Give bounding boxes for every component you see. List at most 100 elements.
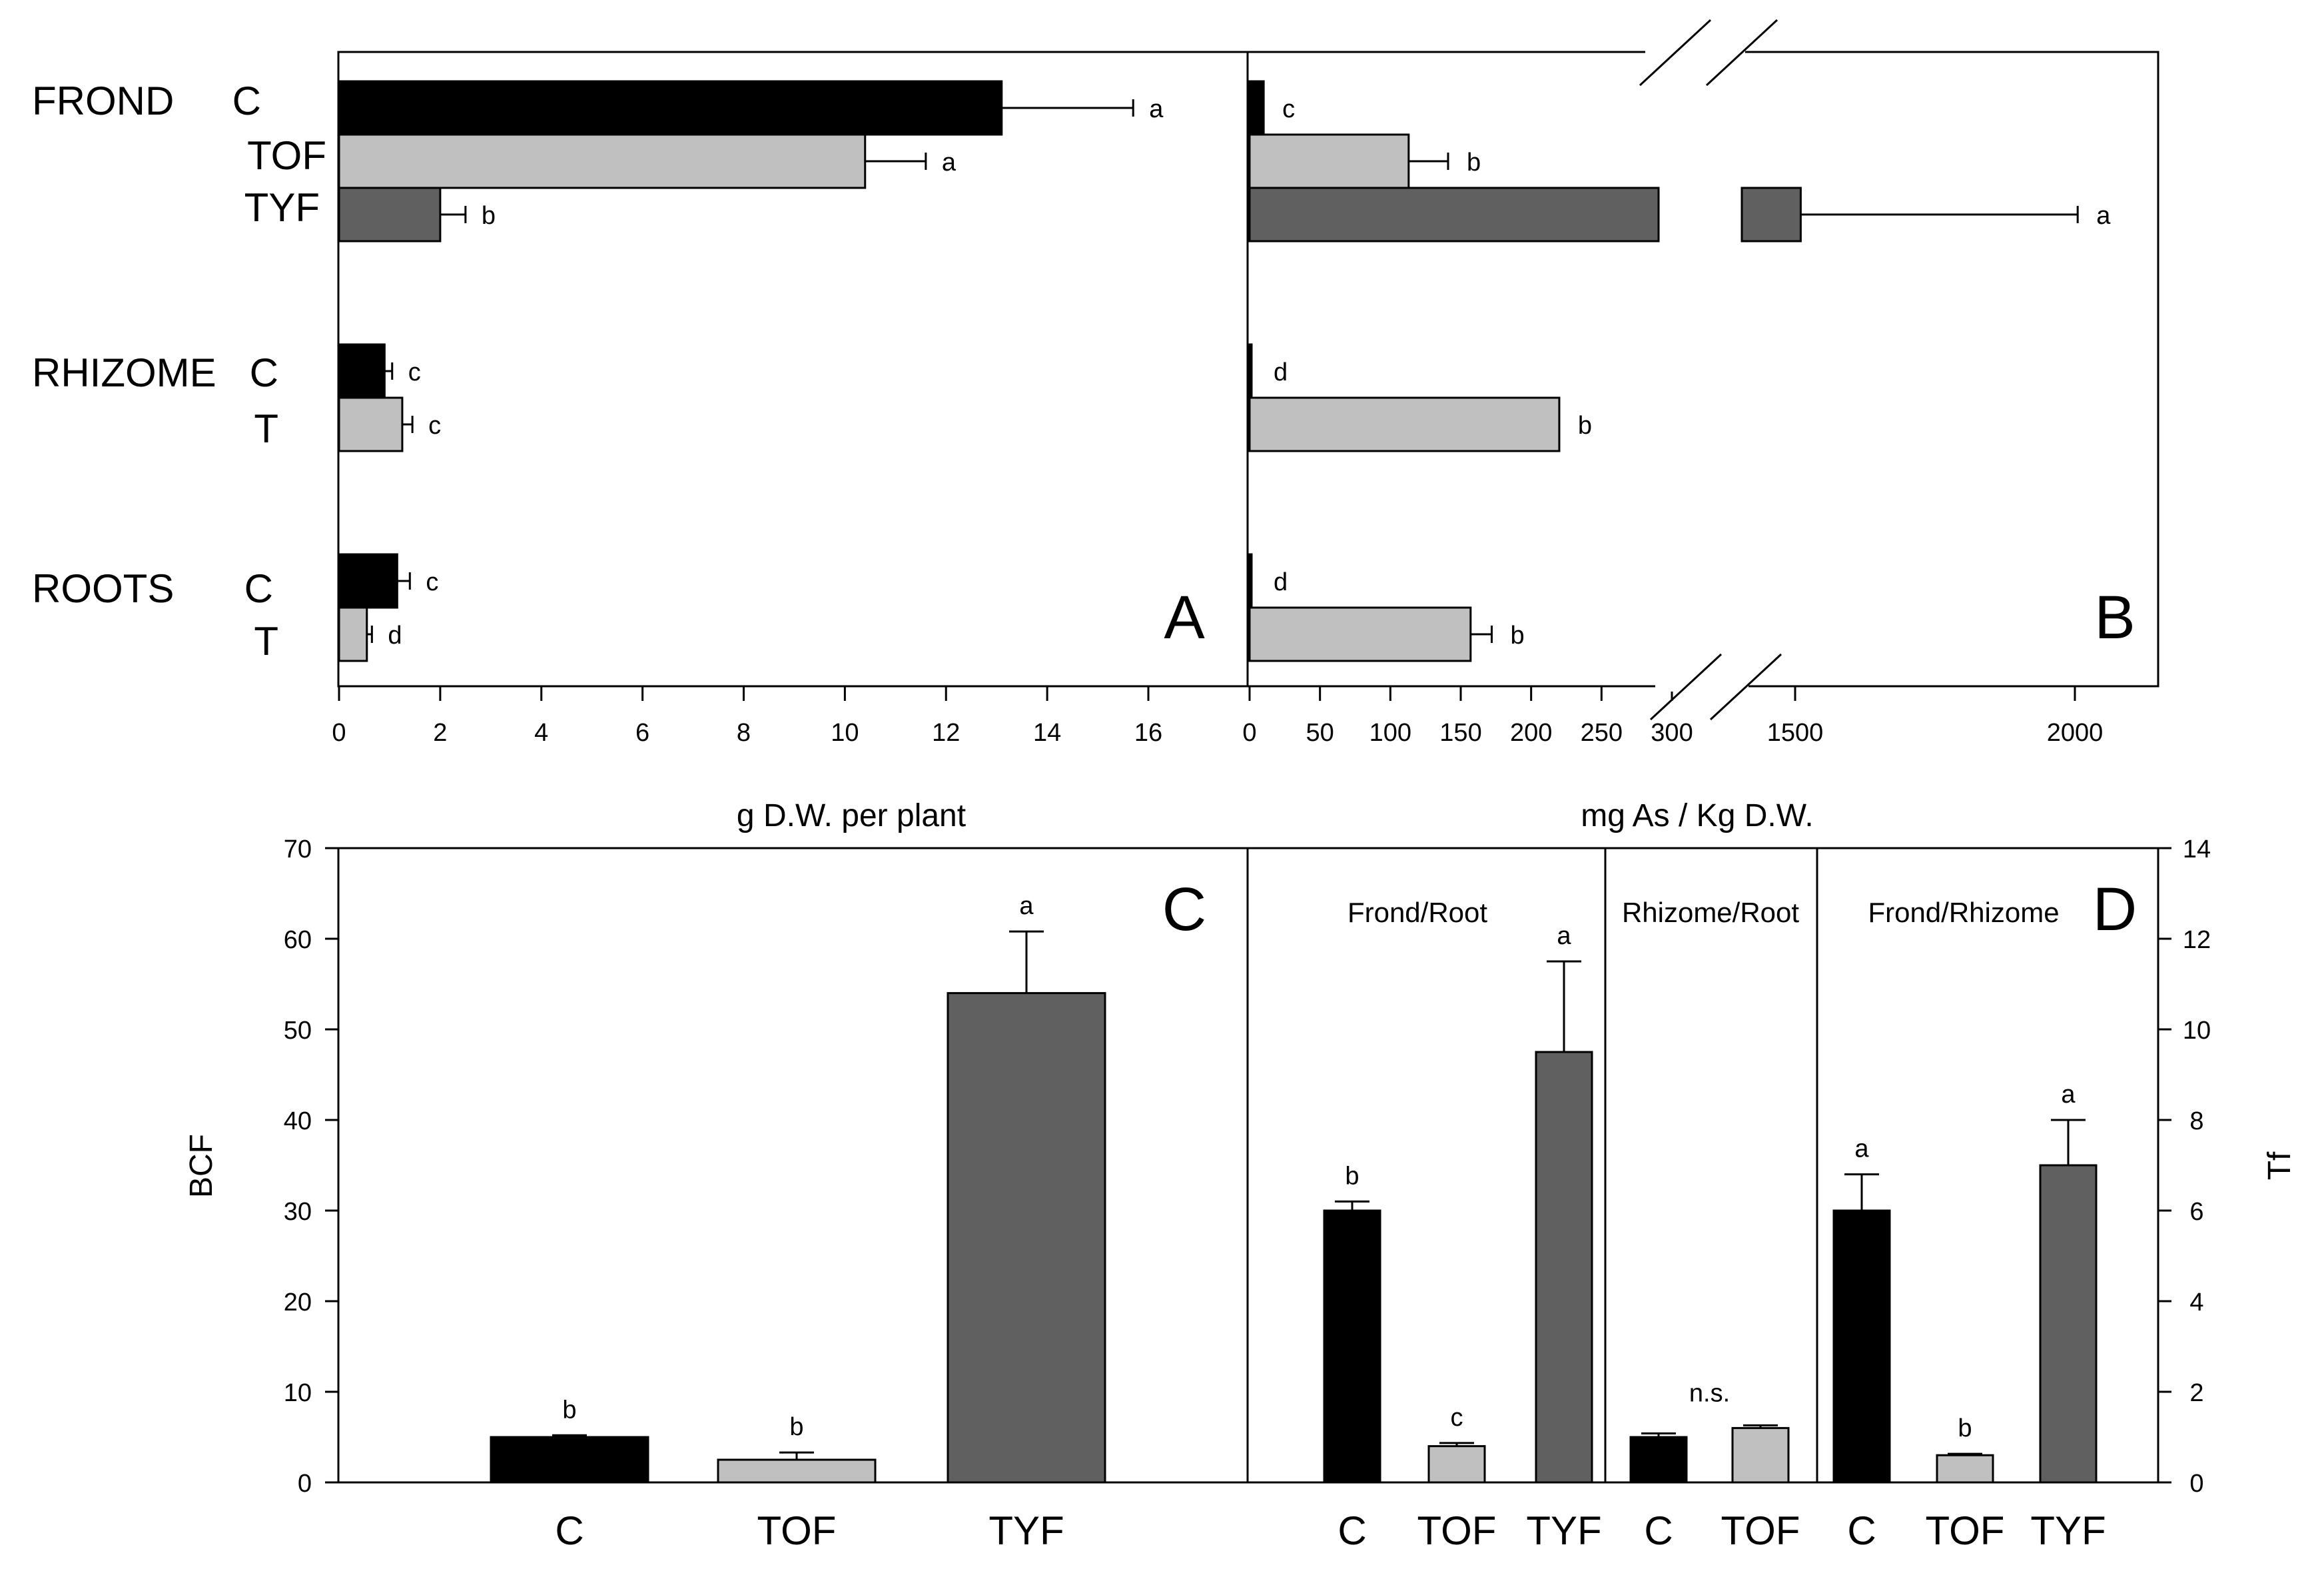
row-treatment-label: C	[232, 79, 261, 123]
panel-d-error-bar	[1641, 1432, 1676, 1437]
panel-d-y-tick-label: 0	[2189, 1470, 2203, 1498]
panel-a-error-bar	[402, 416, 414, 433]
panel-b-x-tick-label: 100	[1369, 719, 1411, 747]
panel-d-bar	[1629, 1436, 1688, 1484]
panel-d-group-label: Frond/Root	[1348, 897, 1487, 928]
panel-d-y-tick-label: 14	[2183, 835, 2211, 863]
row-group-label: RHIZOME	[32, 350, 216, 395]
panel-c-y-tick-label: 10	[284, 1379, 312, 1407]
panel-a-sig-label: a	[942, 149, 957, 177]
panel-a-x-tick-label: 12	[932, 719, 960, 747]
panel-b-sig-label: a	[2096, 202, 2111, 230]
panel-b-x-tick-label: 250	[1581, 719, 1623, 747]
panel-c-y-tick-label: 70	[284, 835, 312, 863]
panel-b-x-tick-label: 2000	[2047, 719, 2104, 747]
panel-a-error-bar	[384, 362, 394, 380]
panel-d-sig-label: b	[1958, 1414, 1972, 1442]
panel-a-x-tick-label: 4	[534, 719, 548, 747]
panel-a-x-tick-label: 8	[737, 719, 751, 747]
panel-a-bar	[338, 133, 867, 189]
panel-a-x-tick-label: 16	[1134, 719, 1162, 747]
panel-d-error-bar	[1439, 1442, 1474, 1446]
panel-b-sig-label: b	[1578, 412, 1592, 440]
panel-c-sig-label: b	[562, 1396, 576, 1424]
panel-b-break-mark	[1705, 19, 1778, 87]
panel-c-error-bar	[1009, 930, 1044, 993]
panel-c-bar	[490, 1436, 649, 1484]
panel-b-error-bar	[1408, 153, 1449, 170]
panel-c-letter: C	[1162, 875, 1206, 943]
panel-b-x-tick-label: 50	[1306, 719, 1334, 747]
panel-d-letter: D	[2093, 875, 2137, 943]
panel-b-bar	[1248, 396, 1561, 452]
panel-b-sig-label: b	[1510, 622, 1524, 650]
panel-c-category-label: TYF	[988, 1508, 1064, 1553]
marks-layer	[338, 80, 2098, 1484]
panel-d-bar	[2039, 1164, 2098, 1484]
panel-d-category-label: C	[1644, 1508, 1673, 1553]
panel-b-x-title: mg As / Kg D.W.	[1581, 798, 1813, 833]
row-treatment-label: TYF	[244, 185, 320, 230]
panel-a-error-bar	[366, 626, 373, 643]
panel-a-bar	[338, 553, 398, 609]
panel-b-x-tick-label: 0	[1242, 719, 1256, 747]
panel-a-bar	[338, 396, 404, 452]
axes-layer	[325, 19, 2171, 1484]
panel-c-y-tick-label: 60	[284, 926, 312, 954]
panel-c-y-tick-label: 0	[298, 1470, 312, 1498]
panel-c-frame	[337, 847, 1249, 1484]
panel-a-sig-label: d	[388, 622, 402, 650]
panel-d-group-sig-label: n.s.	[1689, 1379, 1730, 1407]
panel-b-bar	[1248, 80, 1265, 136]
panel-a-x-tick-label: 6	[635, 719, 649, 747]
panel-b-break-mark	[1709, 653, 1782, 721]
panel-d-bar	[1731, 1426, 1790, 1484]
panel-c-error-bar	[552, 1434, 587, 1437]
panel-a-x-tick-label: 10	[831, 719, 859, 747]
panel-a-error-bar	[865, 153, 927, 170]
panel-d-frame	[1246, 847, 2159, 1484]
panel-d-sig-label: a	[1854, 1135, 1869, 1163]
panel-b-bar	[1248, 133, 1410, 189]
panel-a-sig-label: b	[482, 202, 496, 230]
panel-d-y-tick-label: 12	[2183, 926, 2211, 954]
panel-a-bar	[338, 187, 442, 243]
panel-b-bottom-break-gap	[1655, 681, 1748, 692]
panel-d-bar	[1323, 1209, 1381, 1484]
row-treatment-label: C	[250, 350, 278, 395]
panel-b-bar	[1248, 187, 1660, 243]
panel-b-x-tick-label: 150	[1439, 719, 1481, 747]
panel-c-error-bar	[779, 1451, 814, 1460]
panel-d-category-label: TOF	[1926, 1508, 2005, 1553]
panel-d-y-tick-label: 10	[2183, 1017, 2211, 1045]
panel-a-error-bar	[1001, 99, 1134, 117]
panel-b-sig-label: b	[1467, 149, 1481, 177]
panel-b-top-break-gap	[1645, 47, 1745, 57]
panel-d-group-label: Frond/Rhizome	[1868, 897, 2059, 928]
panel-c-y-title: BCF	[184, 1134, 219, 1198]
panel-d-error-bar	[1335, 1200, 1369, 1211]
panel-c-y-tick-label: 50	[284, 1017, 312, 1045]
panel-c-y-tick-label: 40	[284, 1107, 312, 1135]
row-treatment-label: TOF	[247, 133, 326, 178]
panel-c-y-tick-label: 20	[284, 1289, 312, 1316]
panel-a-sig-label: c	[408, 358, 421, 386]
panel-d-sig-label: b	[1345, 1162, 1359, 1190]
panel-c-sig-label: a	[1019, 892, 1034, 920]
panel-d-category-label: C	[1847, 1508, 1876, 1553]
row-group-label: FROND	[32, 79, 174, 123]
panel-d-sig-label: a	[1557, 922, 1571, 950]
row-group-label: ROOTS	[32, 566, 174, 611]
panel-b-bar-continued	[1741, 187, 1802, 243]
panel-a-bar	[338, 80, 1003, 136]
panel-a-x-title: g D.W. per plant	[737, 798, 966, 833]
text-layer: 0 2 4 6 8 10 12 14 16 a FROND Ca TOF b TYF c RHIZOME Cc Tc…	[32, 79, 2297, 1553]
panel-d-bar	[1427, 1445, 1486, 1484]
panel-a-sig-label: c	[428, 412, 441, 440]
panel-d-category-label: TYF	[2030, 1508, 2106, 1553]
panel-a-sig-label: c	[426, 568, 438, 596]
panel-d-error-bar	[1948, 1452, 1982, 1456]
row-treatment-label: T	[254, 406, 278, 451]
panel-a-bar	[338, 606, 368, 662]
